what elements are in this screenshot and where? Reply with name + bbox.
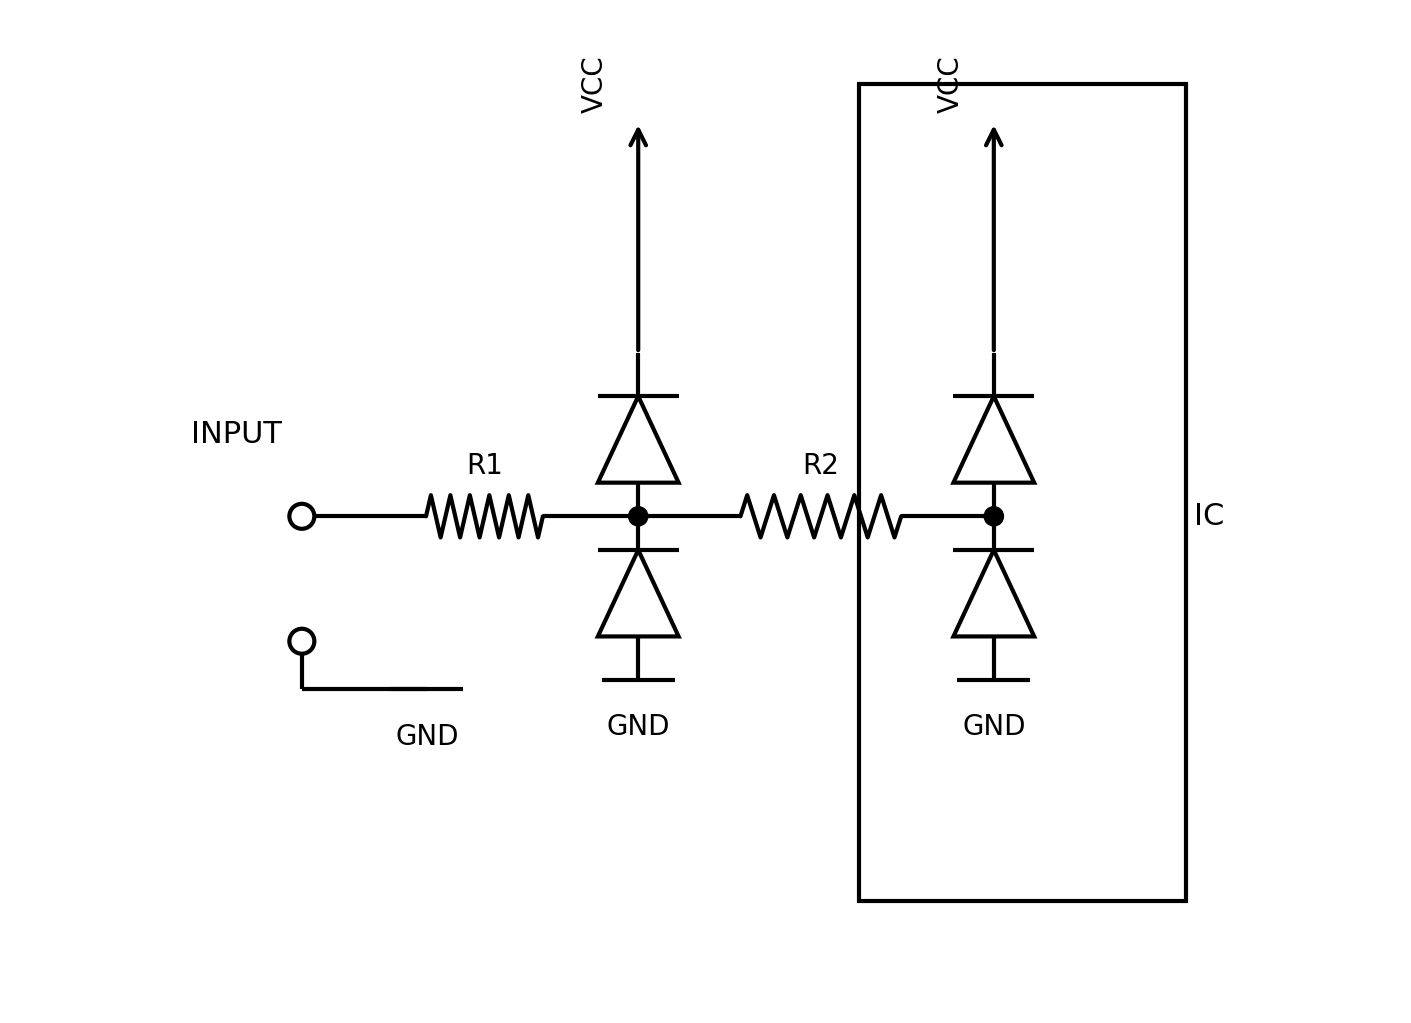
Text: INPUT: INPUT: [192, 420, 282, 449]
Polygon shape: [598, 396, 679, 483]
Text: VCC: VCC: [581, 55, 610, 113]
Text: R2: R2: [803, 452, 840, 480]
Text: IC: IC: [1194, 502, 1225, 531]
Polygon shape: [954, 550, 1034, 636]
Circle shape: [985, 506, 1003, 526]
Bar: [859, 84, 1187, 900]
Circle shape: [629, 506, 648, 526]
Text: VCC: VCC: [937, 55, 965, 113]
Text: GND: GND: [395, 723, 459, 751]
Polygon shape: [598, 550, 679, 636]
Text: GND: GND: [962, 713, 1026, 742]
Text: GND: GND: [607, 713, 670, 742]
Polygon shape: [954, 396, 1034, 483]
Text: R1: R1: [466, 452, 502, 480]
